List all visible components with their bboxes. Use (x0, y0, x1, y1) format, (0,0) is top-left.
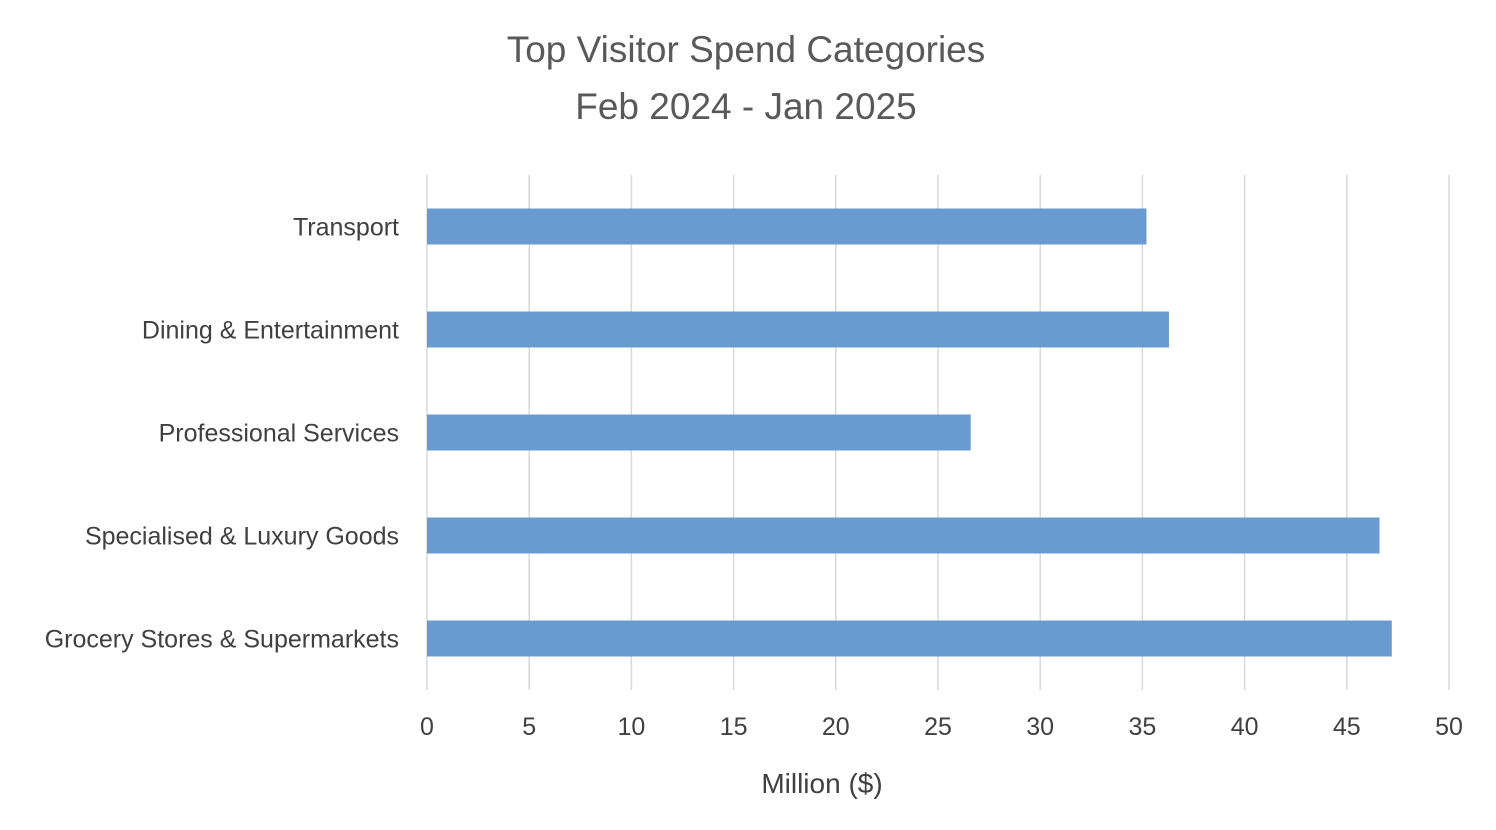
x-tick-label: 20 (822, 713, 850, 741)
bars (427, 208, 1392, 657)
x-tick-labels: 0 5 10 15 20 25 30 35 40 45 50 (420, 713, 1463, 741)
category-label: Professional Services (159, 420, 399, 448)
bar (427, 620, 1392, 657)
chart-title: Top Visitor Spend Categories (507, 29, 986, 70)
x-tick-label: 25 (924, 713, 952, 741)
bar (427, 517, 1380, 554)
x-tick-label: 45 (1333, 713, 1361, 741)
bar (427, 311, 1169, 348)
chart-subtitle: Feb 2024 - Jan 2025 (575, 86, 916, 127)
x-axis-title: Million ($) (761, 768, 882, 799)
x-tick-label: 15 (720, 713, 748, 741)
x-tick-label: 0 (420, 713, 434, 741)
x-tick-label: 30 (1026, 713, 1054, 741)
category-label: Specialised & Luxury Goods (85, 523, 399, 551)
category-labels: Transport Dining & Entertainment Professio… (45, 214, 399, 654)
x-tick-label: 5 (522, 713, 536, 741)
category-label: Dining & Entertainment (142, 317, 399, 345)
x-tick-label: 35 (1128, 713, 1156, 741)
bar (427, 208, 1147, 245)
category-label: Transport (293, 214, 399, 242)
x-tick-label: 40 (1231, 713, 1259, 741)
x-tick-label: 10 (617, 713, 645, 741)
bar (427, 414, 971, 451)
x-tick-label: 50 (1435, 713, 1463, 741)
category-label: Grocery Stores & Supermarkets (45, 626, 399, 654)
